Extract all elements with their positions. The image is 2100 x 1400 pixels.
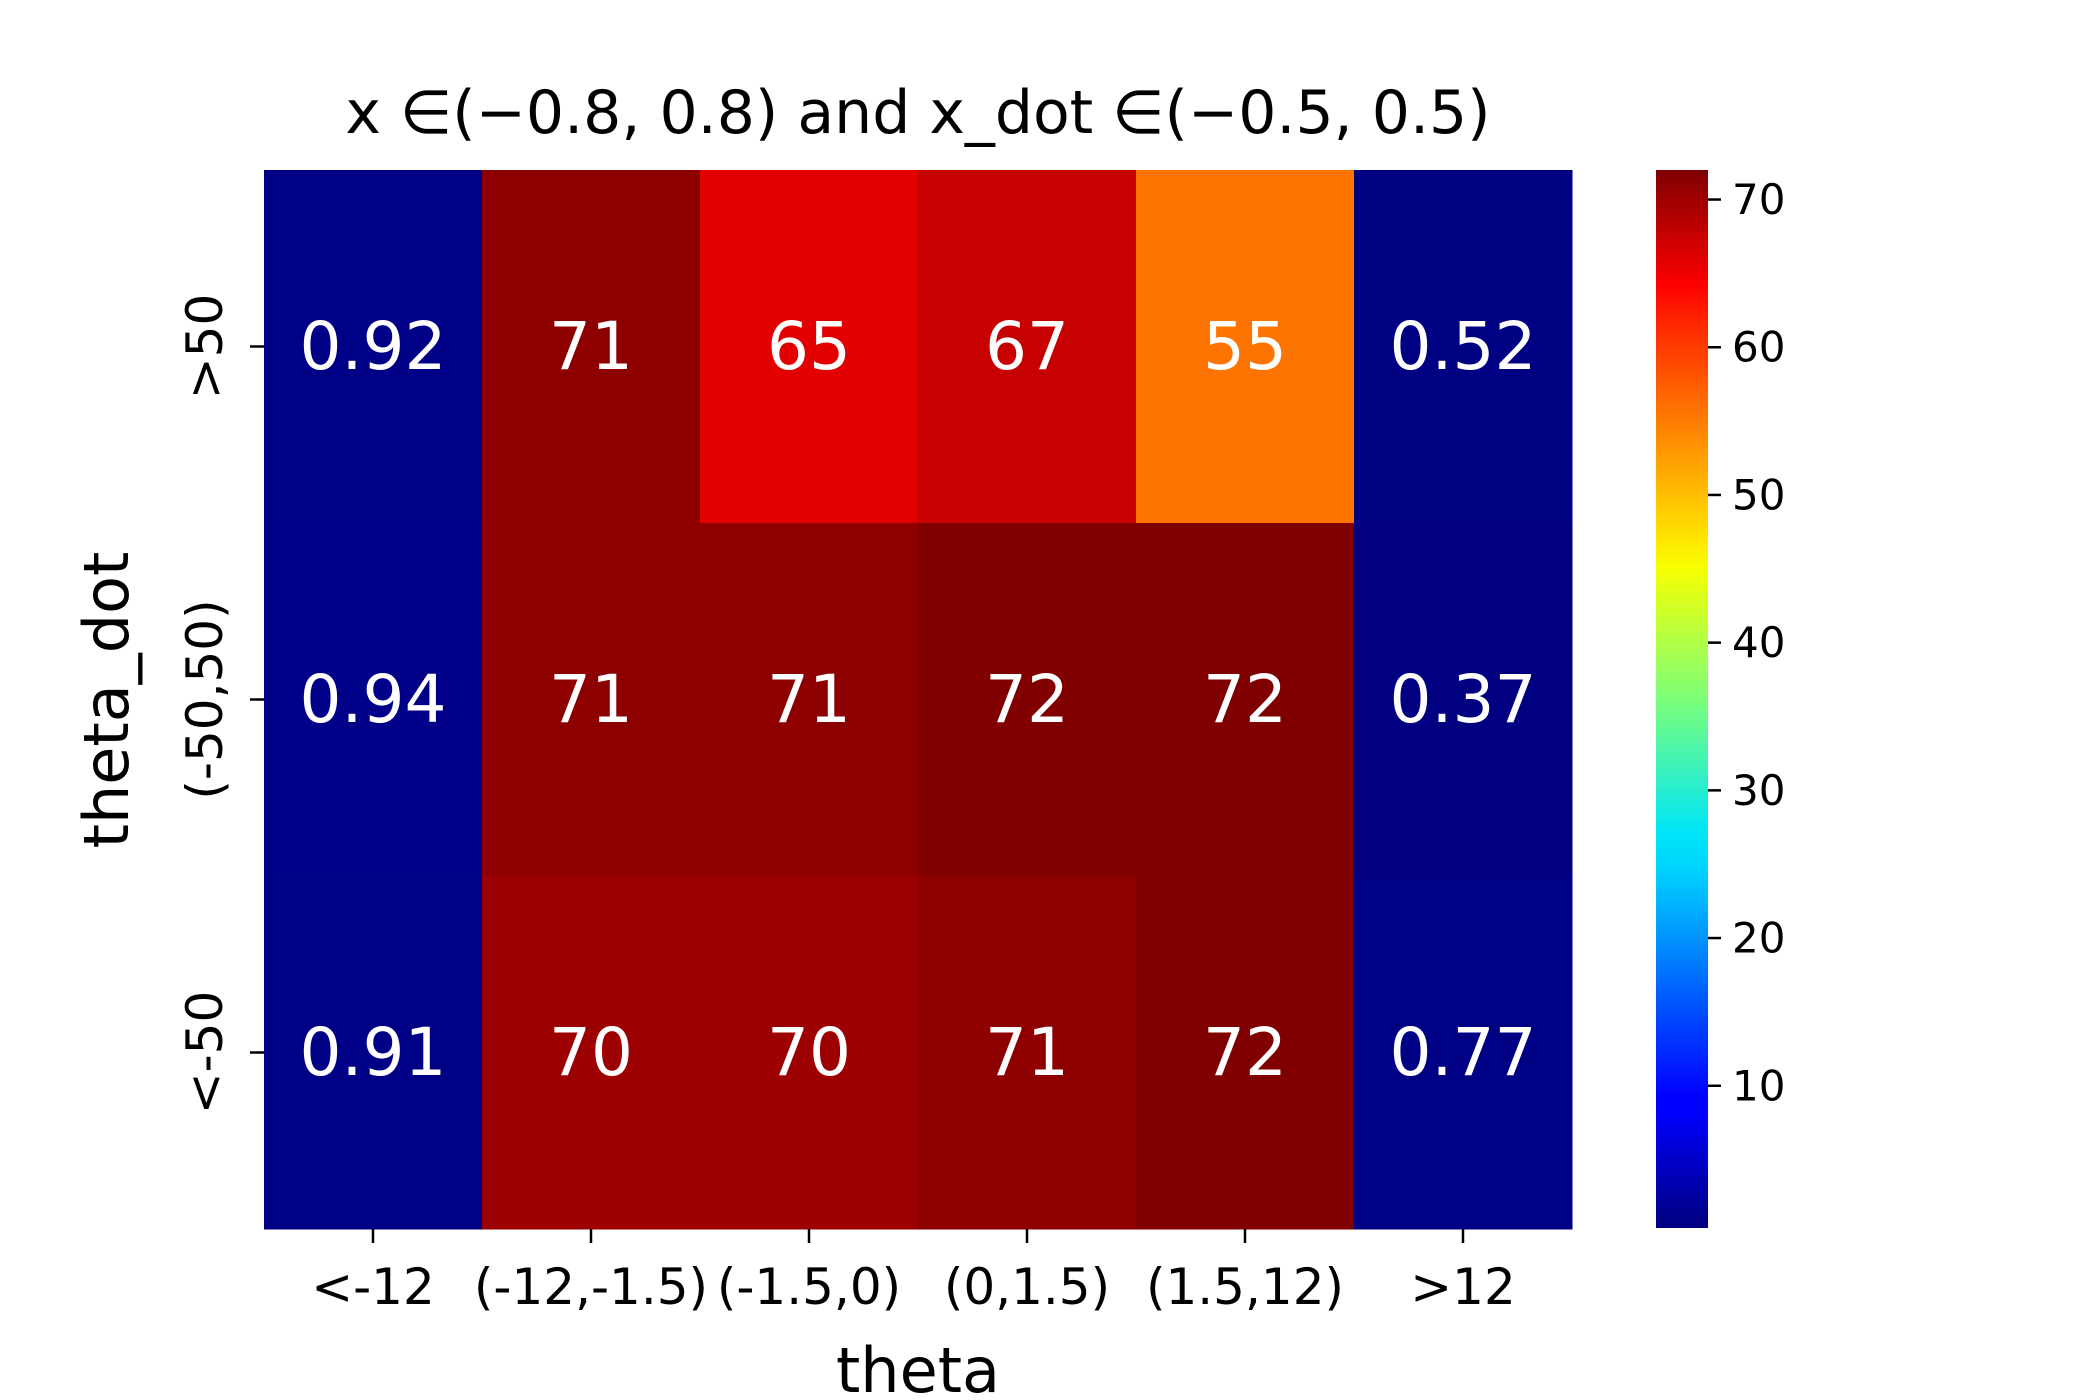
colorbar: 10 20 30 40 50 60 70 [1656,170,1785,1228]
x-tick-label: >12 [1410,1258,1516,1316]
y-axis-label: theta_dot [70,552,143,849]
chart-title: x ∈(−0.8, 0.8) and x_dot ∈(−0.5, 0.5) [345,78,1490,148]
cell-value-label: 55 [1203,308,1287,385]
cell-value-label: 0.94 [300,661,447,738]
x-tick-label: (1.5,12) [1146,1258,1344,1316]
heatmap-cell [1354,876,1573,1230]
cell-value-label: 0.77 [1390,1014,1537,1091]
heatmap-cell [700,876,919,1230]
cell-value-label: 71 [767,661,851,738]
heatmap-cell-labels: 0.92 71 65 67 55 0.52 0.94 71 71 72 72 0.37 0.91 70 70… [300,308,1537,1091]
heatmap-cell [482,170,701,524]
cell-value-label: 65 [767,308,851,385]
colorbar-tick-label: 10 [1732,1061,1785,1110]
colorbar-tick-label: 60 [1732,323,1785,372]
x-tick-label: (-12,-1.5) [474,1258,708,1316]
heatmap-cell [918,876,1137,1230]
heatmap-cell [482,876,701,1230]
heatmap-cells [264,170,1573,1230]
heatmap-cell [264,170,483,524]
cell-value-label: 72 [985,661,1069,738]
y-tick-label: (-50,50) [176,599,234,799]
colorbar-ticks: 10 20 30 40 50 60 70 [1708,175,1785,1110]
cell-value-label: 70 [767,1014,851,1091]
x-tick-label: (-1.5,0) [717,1258,901,1316]
heatmap-cell [700,523,919,877]
colorbar-tick-label: 40 [1732,618,1785,667]
heatmap-cell [1136,523,1355,877]
cell-value-label: 0.91 [300,1014,447,1091]
heatmap-cell [482,523,701,877]
cell-value-label: 71 [549,661,633,738]
x-axis: <-12 (-12,-1.5) (-1.5,0) (0,1.5) (1.5,12) >12 [311,1229,1516,1316]
x-tick-label: (0,1.5) [944,1258,1110,1316]
cell-value-label: 0.52 [1390,308,1537,385]
heatmap-cell [918,170,1137,524]
heatmap-cell [264,523,483,877]
cell-value-label: 71 [985,1014,1069,1091]
heatmap-cell [1354,170,1573,524]
heatmap-cell [918,523,1137,877]
heatmap-cell [1136,170,1355,524]
colorbar-tick-label: 30 [1732,766,1785,815]
cell-value-label: 0.92 [300,308,447,385]
cell-value-label: 0.37 [1390,661,1537,738]
cell-value-label: 72 [1203,1014,1287,1091]
colorbar-tick-label: 70 [1732,175,1785,224]
colorbar-gradient [1656,170,1708,1228]
x-tick-label: <-12 [311,1258,435,1316]
x-axis-label: theta [836,1334,1000,1400]
y-tick-label: <-50 [176,991,234,1115]
heatmap-cell [264,876,483,1230]
colorbar-tick-label: 50 [1732,470,1785,519]
heatmap-cell [1354,523,1573,877]
heatmap-cell [1136,876,1355,1230]
colorbar-tick-label: 20 [1732,914,1785,963]
cell-value-label: 70 [549,1014,633,1091]
cell-value-label: 71 [549,308,633,385]
y-tick-label: >50 [176,294,234,400]
cell-value-label: 72 [1203,661,1287,738]
cell-value-label: 67 [985,308,1069,385]
heatmap-cell [700,170,919,524]
y-axis: >50 (-50,50) <-50 [176,294,264,1115]
